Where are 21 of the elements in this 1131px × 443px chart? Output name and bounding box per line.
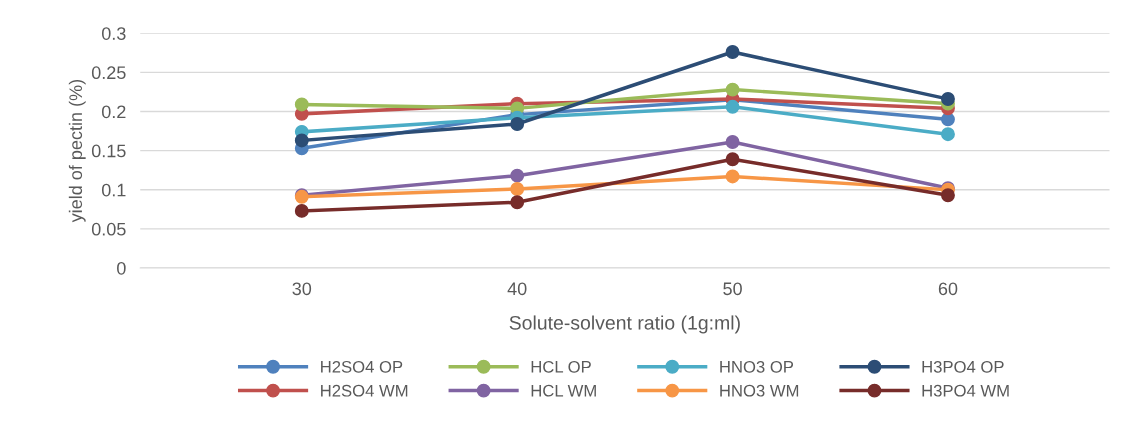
legend-label: HNO3 WM: [720, 384, 799, 397]
legend-label: H3PO4 WM: [922, 384, 1009, 397]
x-tick-label: 40: [507, 282, 527, 296]
y-tick-label: 0: [117, 261, 126, 275]
x-tick-label: 30: [292, 282, 312, 296]
legend-label: H2SO4 OP: [321, 360, 403, 373]
legend-label: HNO3 OP: [720, 360, 794, 373]
y-tick-label: 0.05: [91, 222, 126, 236]
y-tick-label: 0.25: [91, 66, 126, 80]
y-tick-label: 0.1: [101, 183, 126, 197]
legend-label: H3PO4 OP: [922, 360, 1004, 373]
legend-label: HCL OP: [531, 360, 591, 373]
legend-label: H2SO4 WM: [321, 384, 408, 397]
y-axis-title: yield of pectin (%): [68, 79, 86, 223]
x-tick-label: 60: [938, 282, 958, 296]
y-tick-label: 0.3: [101, 27, 126, 40]
y-tick-label: 0.15: [91, 144, 126, 158]
legend-label: HCL WM: [531, 384, 596, 397]
x-axis-title: Solute-solvent ratio (1g:ml): [509, 315, 740, 334]
y-tick-label: 0.2: [101, 105, 126, 119]
x-tick-label: 50: [723, 282, 742, 296]
